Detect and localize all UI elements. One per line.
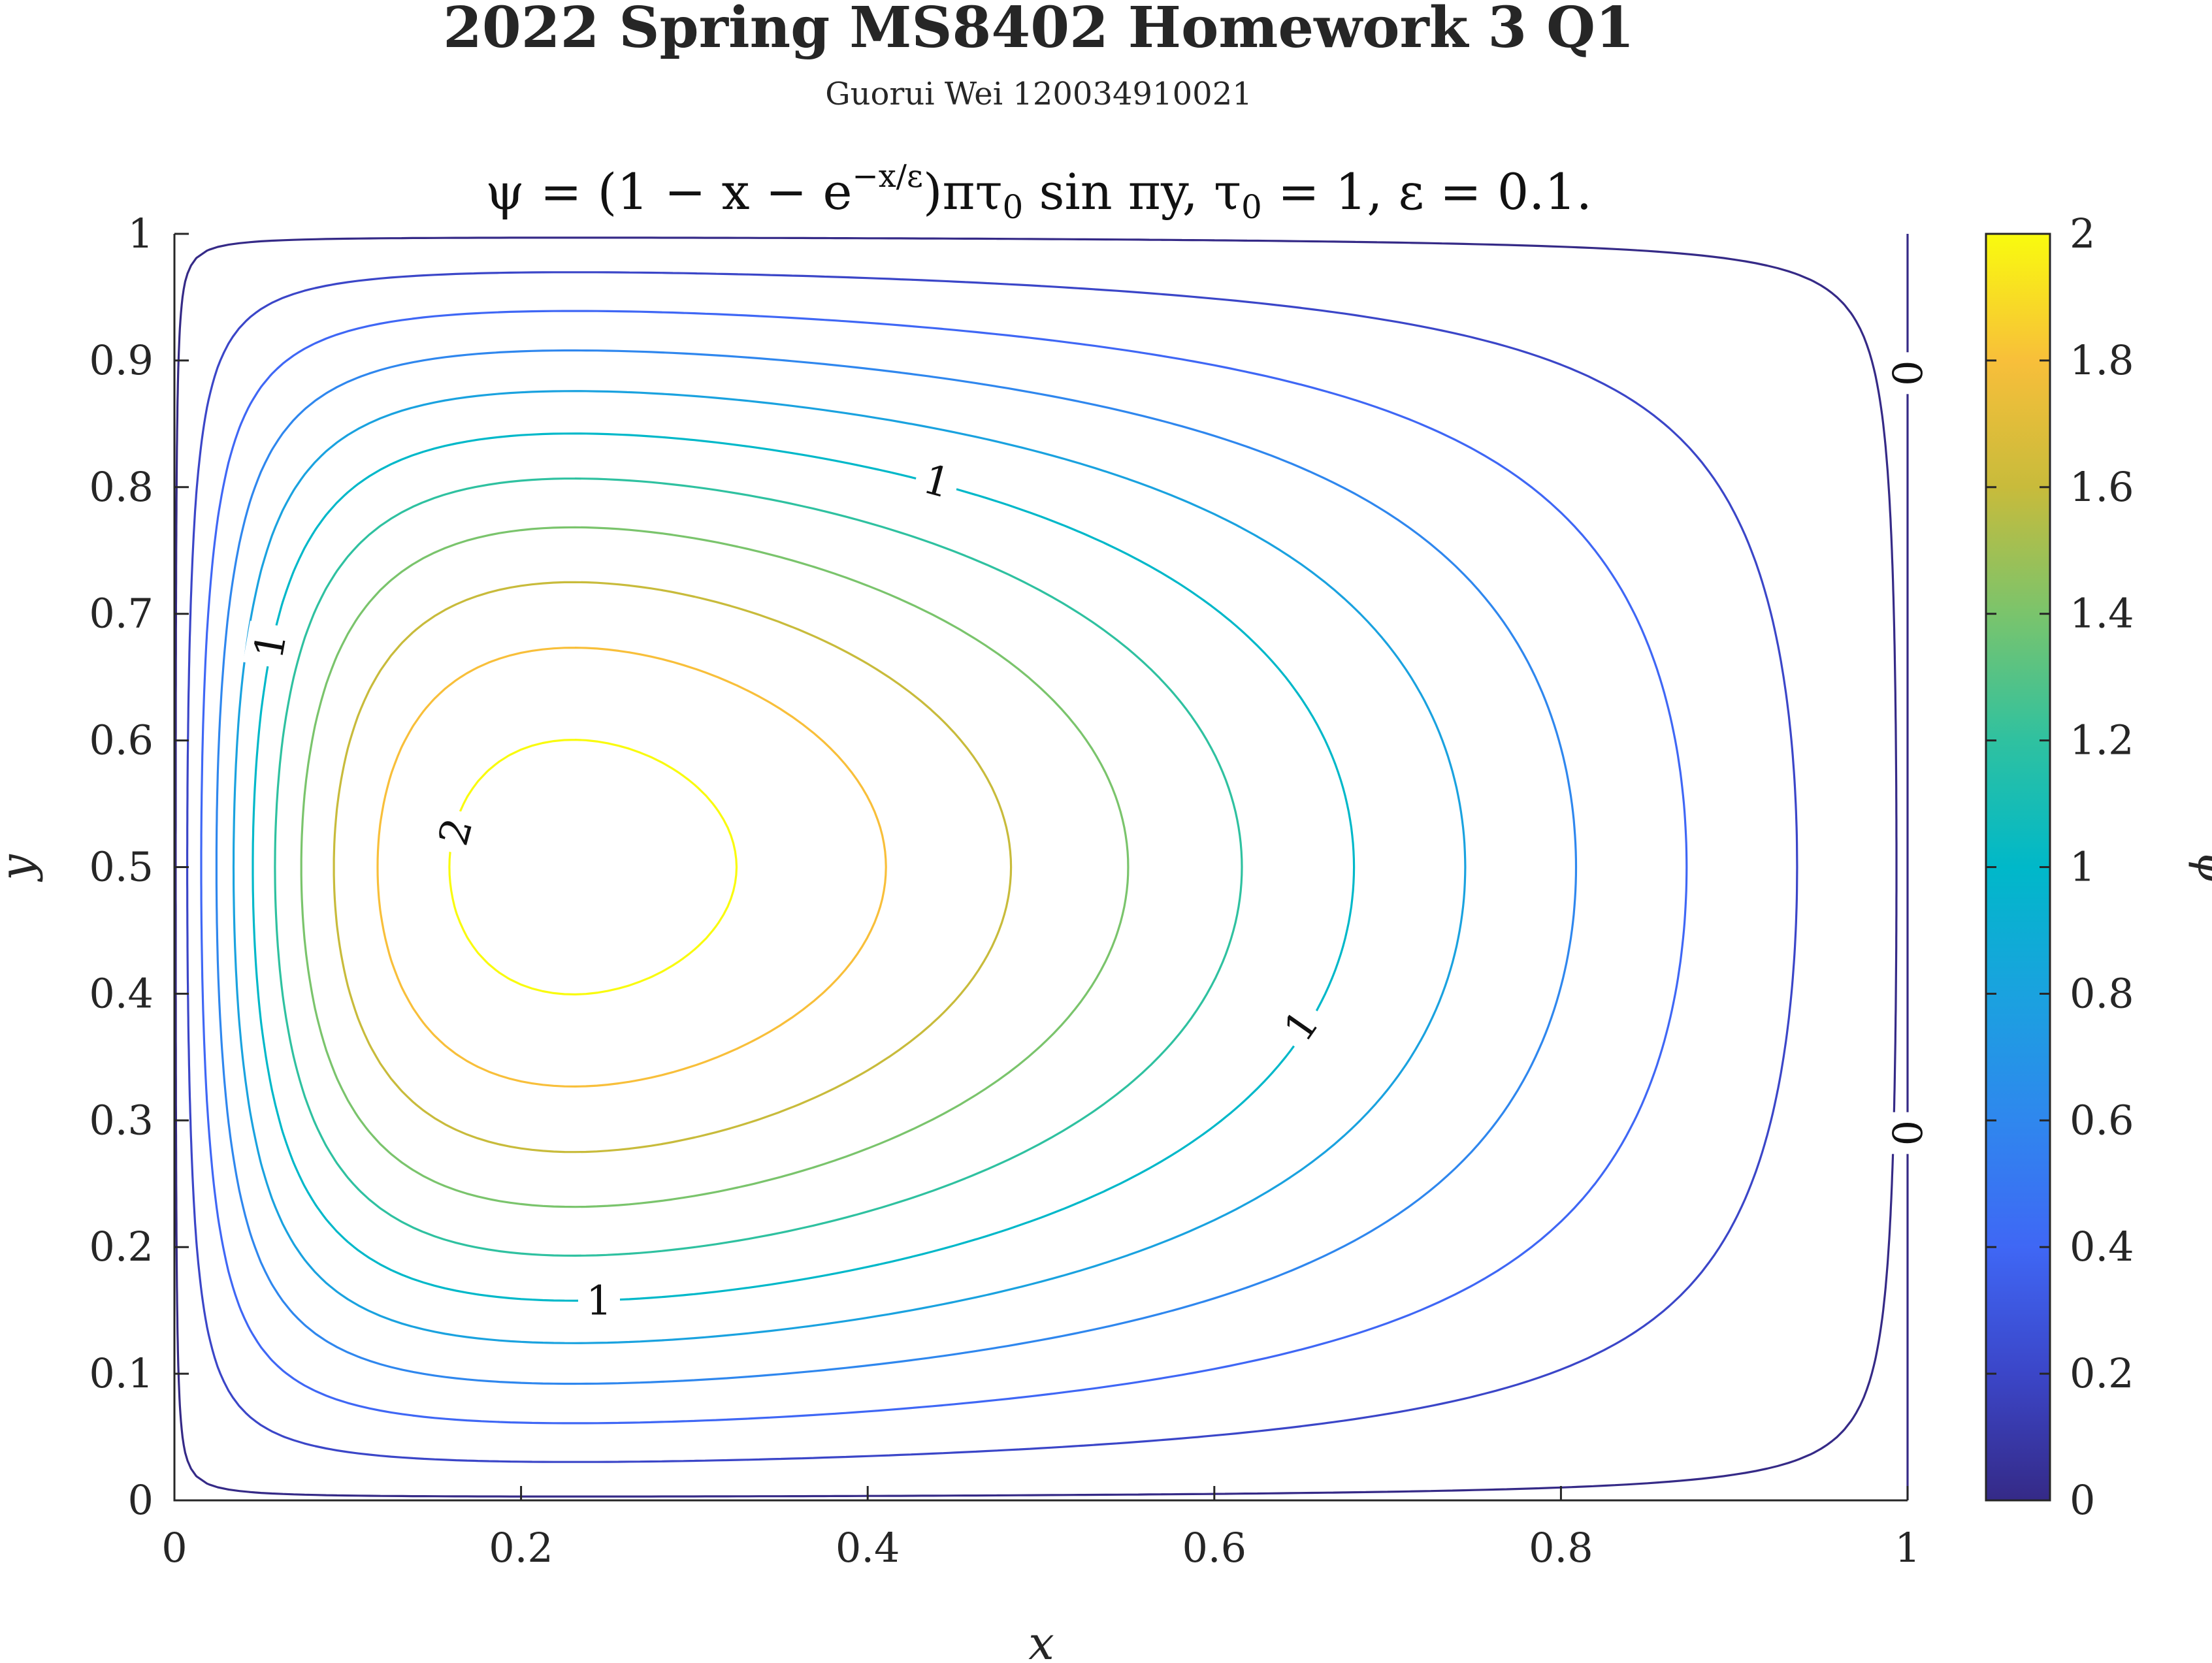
colorbar-tick-label: 1.4	[2070, 590, 2134, 638]
y-axis-ticks: 0 0.1 0.2 0.3 0.4 0.5 0.6 0.7 0.8 0.9 1	[89, 210, 189, 1524]
chart-subtitle: Guorui Wei 120034910021	[825, 76, 1252, 112]
svg-text:0: 0	[1884, 1120, 1932, 1146]
y-tick-label: 1	[128, 210, 154, 257]
axes-frame	[173, 234, 1908, 1502]
formula-rhs3: = 1, ε = 0.1.	[1262, 163, 1592, 221]
contour-level-0	[174, 236, 1898, 1498]
contour-level-1	[252, 432, 1356, 1302]
svg-text:0: 0	[1884, 361, 1932, 386]
y-tick-label: 0.8	[89, 463, 154, 511]
x-axis-label: x	[1028, 1617, 1054, 1663]
colorbar-ticks: 0 0.2 0.4 0.6 0.8 1 1.2 1.4 1.6 1.8 2	[1986, 210, 2134, 1524]
contour-level-1-2	[274, 477, 1243, 1257]
formula-sub0: 0	[1003, 188, 1024, 226]
formula-lhs: ψ = (1 − x − e	[485, 163, 852, 221]
contour-labels: 0 0 1 1 1 1 2	[242, 352, 1932, 1325]
colorbar-tick-label: 1.2	[2070, 717, 2134, 764]
y-tick-label: 0.1	[89, 1349, 154, 1397]
contour-lines	[174, 234, 1909, 1500]
contour-level-0-2	[186, 271, 1798, 1463]
chart-title: 2022 Spring MS8402 Homework 3 Q1	[443, 0, 1635, 61]
contour-level-0-4	[200, 310, 1688, 1425]
x-tick-label: 0.2	[489, 1524, 553, 1572]
x-axis-ticks: 0 0.2 0.4 0.6 0.8 1	[161, 1486, 1921, 1572]
y-tick-label: 0.5	[89, 843, 154, 891]
x-tick-label: 0	[161, 1524, 187, 1572]
colorbar-label: ψ	[2187, 850, 2212, 886]
y-tick-label: 0.4	[89, 969, 154, 1017]
contour-label-3: 1	[242, 621, 297, 670]
y-tick-label: 0.9	[89, 336, 154, 384]
colorbar-tick-label: 0.2	[2070, 1349, 2134, 1397]
contour-level-2	[448, 739, 738, 995]
y-tick-label: 0.3	[89, 1096, 154, 1144]
y-tick-label: 0.6	[89, 717, 154, 764]
colorbar-tick-label: 0.4	[2070, 1223, 2134, 1270]
colorbar-tick-label: 1	[2070, 843, 2095, 891]
contour-level-0-6	[215, 349, 1578, 1385]
contour-level-1-6	[333, 581, 1013, 1154]
contour-level-0-8	[232, 390, 1467, 1344]
contour-label-1: 0	[1884, 1112, 1932, 1154]
formula-sub1: 0	[1241, 188, 1262, 226]
formula-rhs2: sin πy, τ	[1023, 163, 1241, 221]
y-tick-label: 0.7	[89, 590, 154, 638]
y-axis-label: y	[0, 854, 44, 882]
formula-exponent: −x/ε	[853, 158, 923, 195]
contour-label-4: 1	[1269, 995, 1333, 1056]
formula: ψ = (1 − x − e−x/ε)πτ0 sin πy, τ0 = 1, ε…	[485, 158, 1592, 226]
x-tick-label: 0.6	[1182, 1524, 1246, 1572]
colorbar-tick-label: 0.8	[2070, 969, 2134, 1017]
contour-label-0: 0	[1884, 352, 1932, 395]
colorbar-tick-label: 1.6	[2070, 463, 2134, 511]
colorbar-tick-label: 0.6	[2070, 1096, 2134, 1144]
colorbar-tick-label: 0	[2070, 1476, 2095, 1524]
svg-text:1: 1	[586, 1277, 611, 1325]
x-tick-label: 1	[1895, 1524, 1920, 1572]
y-tick-label: 0.2	[89, 1223, 154, 1270]
contour-label-6: 2	[427, 805, 483, 858]
contour-label-5: 1	[577, 1276, 620, 1325]
contour-label-2: 1	[911, 453, 964, 509]
x-tick-label: 0.4	[836, 1524, 900, 1572]
colorbar-tick-label: 2	[2070, 210, 2095, 257]
x-tick-label: 0.8	[1529, 1524, 1593, 1572]
contour-level-1-8	[376, 647, 887, 1088]
y-tick-label: 0	[128, 1476, 154, 1524]
contour-level-1-4	[300, 526, 1130, 1208]
formula-rhs: )πτ	[923, 163, 1003, 221]
colorbar-tick-label: 1.8	[2070, 336, 2134, 384]
